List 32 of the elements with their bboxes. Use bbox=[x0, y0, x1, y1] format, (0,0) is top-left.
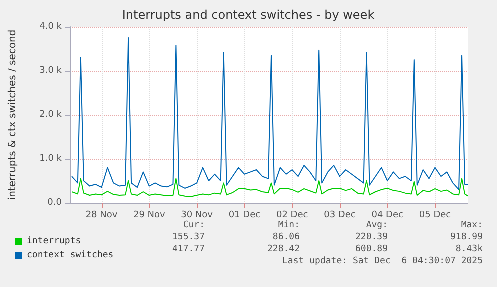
x-tick-label: 02 Dec bbox=[276, 210, 308, 220]
text: Max: bbox=[461, 220, 483, 230]
x-tick-label: 01 Dec bbox=[228, 210, 261, 220]
x-tick-label: 04 Dec bbox=[372, 210, 404, 220]
text: 8.43k bbox=[456, 244, 484, 254]
x-tick-label: 05 Dec bbox=[419, 210, 452, 220]
text: 220.39 bbox=[355, 232, 388, 242]
line-series bbox=[71, 38, 468, 190]
text: Last update: Sat Dec 6 04:30:07 2025 bbox=[282, 256, 483, 266]
text: Avg: bbox=[366, 220, 388, 230]
chart-title: Interrupts and context switches - by week bbox=[122, 8, 375, 22]
text: 228.42 bbox=[267, 244, 300, 254]
y-tick-label: 2.0 k bbox=[40, 110, 63, 120]
text: 155.37 bbox=[172, 232, 205, 242]
y-tick-label: 4.0 k bbox=[40, 22, 63, 32]
text: 600.89 bbox=[355, 244, 388, 254]
text: 417.77 bbox=[172, 244, 205, 254]
y-tick-label: 1.0 k bbox=[40, 154, 63, 164]
text: 918.99 bbox=[450, 232, 483, 242]
legend-label: context switches bbox=[27, 250, 114, 260]
y-axis-title: interrupts & ctx switches / second bbox=[8, 30, 18, 200]
text: Cur: bbox=[183, 220, 205, 230]
text: Min: bbox=[278, 220, 300, 230]
x-tick-label: 30 Nov bbox=[181, 210, 214, 220]
y-tick-label: 3.0 k bbox=[40, 66, 63, 76]
text: 86.06 bbox=[272, 232, 300, 242]
y-tick-label: 0.0 bbox=[48, 198, 62, 208]
x-tick-label: 03 Dec bbox=[324, 210, 356, 220]
legend-label: interrupts bbox=[27, 236, 82, 246]
x-tick-label: 28 Nov bbox=[86, 210, 118, 220]
x-tick-label: 29 Nov bbox=[133, 210, 166, 220]
line-series bbox=[71, 178, 468, 198]
